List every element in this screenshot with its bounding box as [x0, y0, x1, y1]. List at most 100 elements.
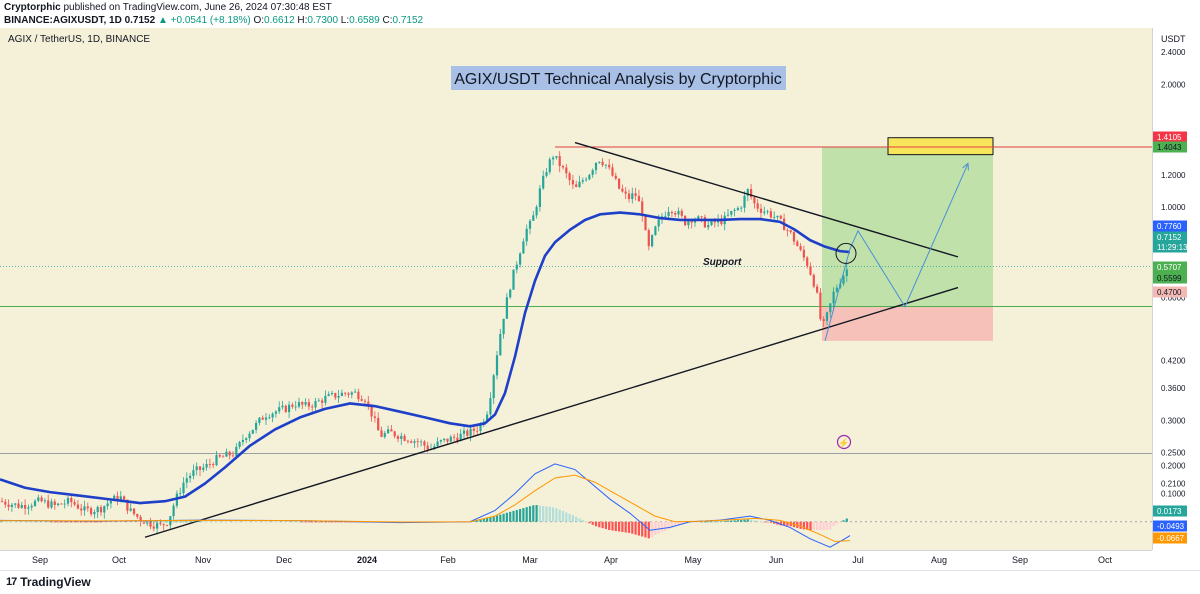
candle-body: [730, 210, 733, 215]
candle-body: [769, 211, 772, 218]
candle-body: [746, 189, 749, 196]
candle-body: [307, 402, 310, 407]
projection-path[interactable]: [824, 162, 969, 341]
candle-body: [733, 210, 736, 211]
candle-body: [631, 193, 634, 200]
candle-body: [413, 441, 416, 443]
candle-body: [357, 391, 360, 400]
close-value: 0.7152: [392, 15, 424, 26]
macd-histogram-bar: [291, 521, 294, 523]
macd-histogram-bar: [205, 521, 208, 523]
macd-histogram-bar: [723, 521, 726, 522]
macd-histogram-bar: [241, 521, 244, 523]
price-chart[interactable]: 2.80002.40002.00001.20001.00000.85000.60…: [0, 21, 1200, 570]
candle-body: [83, 506, 86, 511]
price-tick-label: 2.8000: [1161, 28, 1186, 30]
candle-body: [334, 393, 337, 398]
candle-body: [538, 188, 541, 207]
macd-histogram-bar: [126, 521, 129, 523]
macd-histogram-bar: [63, 521, 66, 523]
candle-body: [123, 496, 126, 500]
macd-histogram-bar: [753, 520, 756, 522]
chart-area[interactable]: 2.80002.40002.00001.20001.00000.85000.60…: [0, 21, 1200, 570]
candle-body: [304, 402, 307, 405]
candle-body: [552, 157, 555, 160]
macd-histogram-bar: [585, 521, 588, 523]
macd-histogram-bar: [218, 521, 221, 523]
candle-body: [7, 504, 10, 507]
time-tick-label: Sep: [32, 555, 48, 565]
candle-body: [443, 438, 446, 441]
macd-histogram-bar: [495, 515, 499, 522]
price-label-text: 0.7760: [1157, 222, 1182, 231]
candle-body: [677, 210, 680, 215]
macd-histogram-bar: [304, 521, 307, 523]
candle-body: [829, 303, 832, 313]
footer: 17 TradingView: [0, 570, 1200, 594]
candle-body: [819, 292, 822, 320]
candle-body: [208, 464, 211, 465]
candle-body: [654, 226, 657, 236]
macd-histogram-bar: [0, 521, 4, 523]
macd-histogram-bar: [786, 521, 789, 526]
candle-body: [766, 211, 769, 213]
macd-histogram-bar: [601, 521, 604, 529]
candle-body: [532, 215, 535, 221]
macd-histogram-bar: [637, 521, 640, 536]
low-label: L:: [340, 15, 350, 26]
macd-histogram-bar: [251, 521, 254, 523]
macd-histogram-bar: [621, 521, 624, 532]
candle-body: [139, 516, 142, 522]
time-axis[interactable]: Sep Oct Nov Dec 2024 Feb Mar Apr May Jun Jul Aug Sep…: [32, 555, 1113, 565]
projection-line: [824, 163, 969, 341]
macd-histogram-bar: [740, 519, 743, 522]
macd-histogram-bar: [486, 517, 489, 522]
candle-body: [284, 405, 287, 413]
macd-histogram-bar: [123, 521, 126, 523]
candle-body: [255, 422, 258, 430]
macd-histogram-bar: [307, 521, 310, 523]
macd-histogram-bar: [182, 521, 185, 523]
author-name[interactable]: Cryptorphic: [4, 2, 61, 13]
candle-body: [248, 433, 251, 439]
candle-body: [179, 493, 182, 494]
macd-histogram-bar: [50, 521, 53, 523]
candle-body: [337, 395, 340, 398]
candle-body: [525, 228, 528, 242]
macd-histogram-bar: [281, 521, 284, 523]
macd-histogram-bar: [641, 521, 644, 537]
candle-body: [845, 269, 848, 276]
macd-histogram-bar: [10, 521, 13, 523]
candle-body: [713, 220, 716, 223]
macd-histogram-bar: [294, 521, 297, 523]
candle-body: [512, 269, 515, 290]
time-tick-label: Aug: [931, 555, 947, 565]
macd-histogram-bar: [512, 510, 515, 522]
macd-histogram-bar: [505, 512, 508, 522]
candle-body: [195, 466, 198, 471]
price-tick-label: 2.0000: [1161, 80, 1186, 89]
macd-histogram-bar: [578, 518, 581, 522]
candle-body: [403, 435, 406, 441]
lightning-icon[interactable]: [836, 434, 852, 450]
candle-body: [185, 478, 188, 483]
svg-text:⚡: ⚡: [838, 437, 849, 449]
macd-histogram-bar: [766, 521, 769, 523]
macd-histogram-bar: [73, 521, 76, 523]
macd-histogram-bar: [96, 521, 99, 523]
candle-body: [20, 504, 23, 508]
candle-body: [274, 411, 277, 414]
macd-histogram-bar: [479, 519, 482, 522]
price-label-text: 11:29:13: [1157, 243, 1188, 252]
macd-histogram-bar: [670, 521, 673, 528]
candle-body: [354, 391, 357, 393]
symbol-info[interactable]: BINANCE:AGIXUSDT, 1D: [4, 15, 122, 26]
tv-logo-text: TradingView: [20, 575, 91, 589]
candle-body: [53, 501, 56, 505]
macd-histogram-bar: [552, 507, 555, 522]
tradingview-logo[interactable]: 17 TradingView: [6, 575, 91, 589]
time-tick-label: Jul: [852, 555, 864, 565]
trendlines[interactable]: [144, 141, 959, 538]
candle-body: [132, 508, 136, 515]
macd-pane: [0, 463, 1152, 548]
